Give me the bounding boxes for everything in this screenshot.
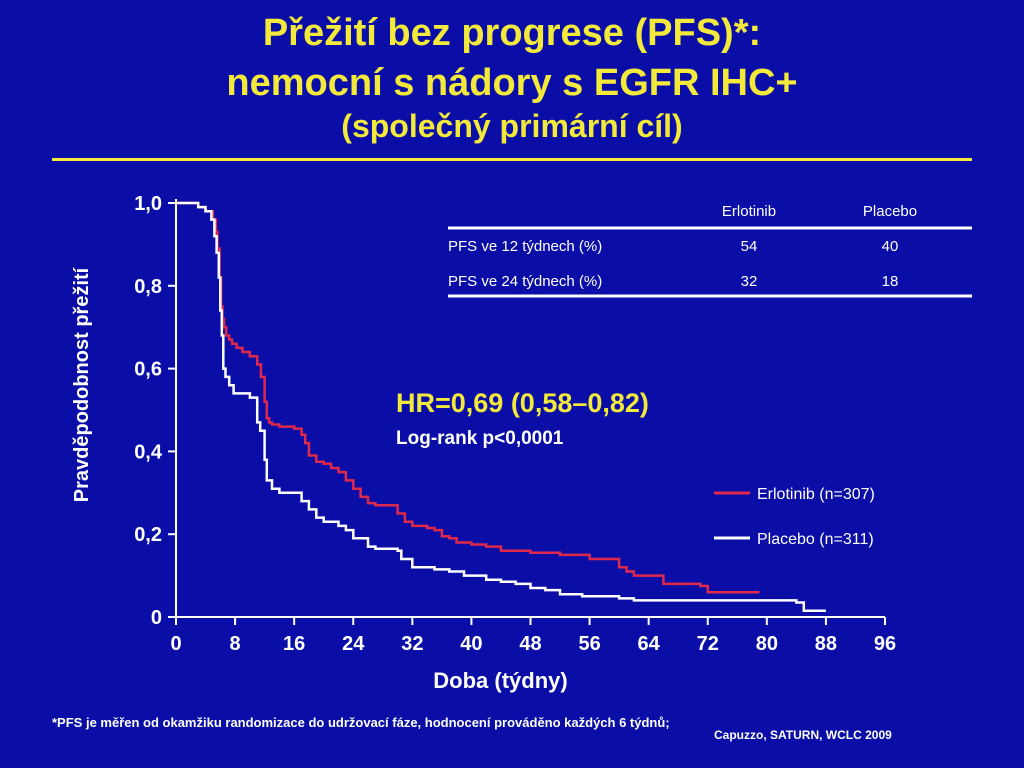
- y-tick-label: 0: [151, 607, 162, 629]
- logrank-annotation: Log-rank p<0,0001: [396, 428, 564, 449]
- x-tick-label: 40: [460, 633, 482, 655]
- table-row-label: PFS ve 24 týdnech (%): [448, 273, 602, 290]
- x-tick-label: 56: [578, 633, 600, 655]
- y-axis-label: Pravděpodobnost přežití: [71, 266, 93, 502]
- table-cell-erlotinib: 32: [741, 273, 758, 290]
- y-tick-label: 1,0: [134, 193, 162, 215]
- table-header-erlotinib: Erlotinib: [722, 203, 776, 220]
- series-line-placebo: [176, 201, 826, 613]
- x-tick-label: 72: [697, 633, 719, 655]
- x-tick-label: 8: [230, 633, 241, 655]
- x-tick-label: 64: [638, 633, 661, 655]
- x-tick-label: 88: [815, 633, 837, 655]
- hr-annotation: HR=0,69 (0,58–0,82): [396, 388, 649, 418]
- x-tick-label: 32: [401, 633, 423, 655]
- x-tick-label: 0: [170, 633, 181, 655]
- x-tick-label: 24: [342, 633, 365, 655]
- table-header-placebo: Placebo: [863, 203, 917, 220]
- series-line-erlotinib: [176, 201, 760, 594]
- title-line-2: nemocní s nádory s EGFR IHC+: [226, 62, 798, 104]
- y-tick-label: 0,4: [134, 441, 163, 463]
- table-cell-placebo: 40: [882, 238, 899, 255]
- x-axis-label: Doba (týdny): [433, 668, 567, 693]
- legend-label-erlotinib: Erlotinib (n=307): [757, 486, 875, 503]
- table-row-label: PFS ve 12 týdnech (%): [448, 238, 602, 255]
- citation: Capuzzo, SATURN, WCLC 2009: [714, 728, 892, 742]
- x-tick-label: 96: [874, 633, 896, 655]
- table-cell-placebo: 18: [882, 273, 899, 290]
- x-tick-label: 80: [756, 633, 778, 655]
- title-line-1: Přežití bez progrese (PFS)*:: [262, 12, 762, 54]
- y-tick-label: 0,6: [134, 359, 162, 381]
- title-line-3: (společný primární cíl): [341, 108, 683, 144]
- legend-label-placebo: Placebo (n=311): [757, 531, 874, 548]
- y-tick-label: 0,2: [134, 524, 162, 546]
- title-divider: [52, 158, 972, 161]
- x-tick-label: 16: [283, 633, 305, 655]
- table-cell-erlotinib: 54: [741, 238, 758, 255]
- footnote: *PFS je měřen od okamžiku randomizace do…: [52, 715, 670, 730]
- y-tick-label: 0,8: [134, 276, 162, 298]
- x-tick-label: 48: [519, 633, 541, 655]
